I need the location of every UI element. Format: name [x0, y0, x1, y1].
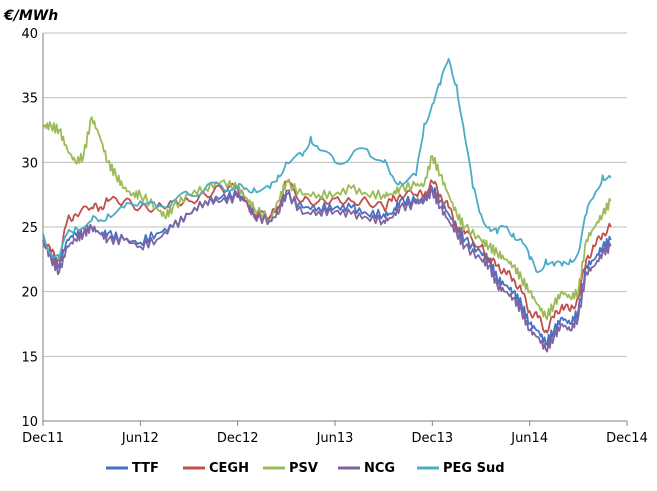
y-tick-label: 35	[21, 92, 38, 107]
x-tick-label: Jun14	[510, 431, 548, 446]
x-tick-label: Jun13	[316, 431, 354, 446]
series-ttf	[42, 184, 612, 346]
x-tick-label: Dec11	[22, 431, 64, 446]
series-peg-sud	[42, 58, 612, 274]
legend-label: NCG	[364, 461, 395, 476]
y-tick-label: 30	[21, 156, 38, 171]
x-tick-label: Dec14	[606, 431, 648, 446]
legend-label: PSV	[289, 461, 318, 476]
series-cegh	[42, 179, 612, 334]
y-tick-label: 40	[21, 27, 38, 42]
legend-label: TTF	[132, 461, 159, 476]
series-ncg	[42, 187, 612, 353]
x-tick-label: Dec12	[217, 431, 259, 446]
y-tick-label: 25	[21, 221, 38, 236]
gridlines	[43, 32, 627, 357]
y-axis-label: €/MWh	[3, 8, 58, 24]
y-tick-label: 15	[21, 350, 38, 365]
series-layer	[42, 58, 612, 353]
x-tick-label: Dec13	[411, 431, 453, 446]
y-tick-label: 10	[21, 415, 38, 430]
y-tick-label: 20	[21, 286, 38, 301]
x-tick-label: Jun12	[121, 431, 159, 446]
axes: 10 15 20 25 30 35 40 Dec11 Jun12 Dec12 Jun13 Dec13 J…	[21, 27, 647, 446]
legend-label: PEG Sud	[443, 461, 505, 476]
legend-label: CEGH	[209, 461, 249, 476]
legend: TTF CEGH PSV NCG PEG Sud	[106, 461, 505, 476]
series-psv	[42, 116, 612, 321]
